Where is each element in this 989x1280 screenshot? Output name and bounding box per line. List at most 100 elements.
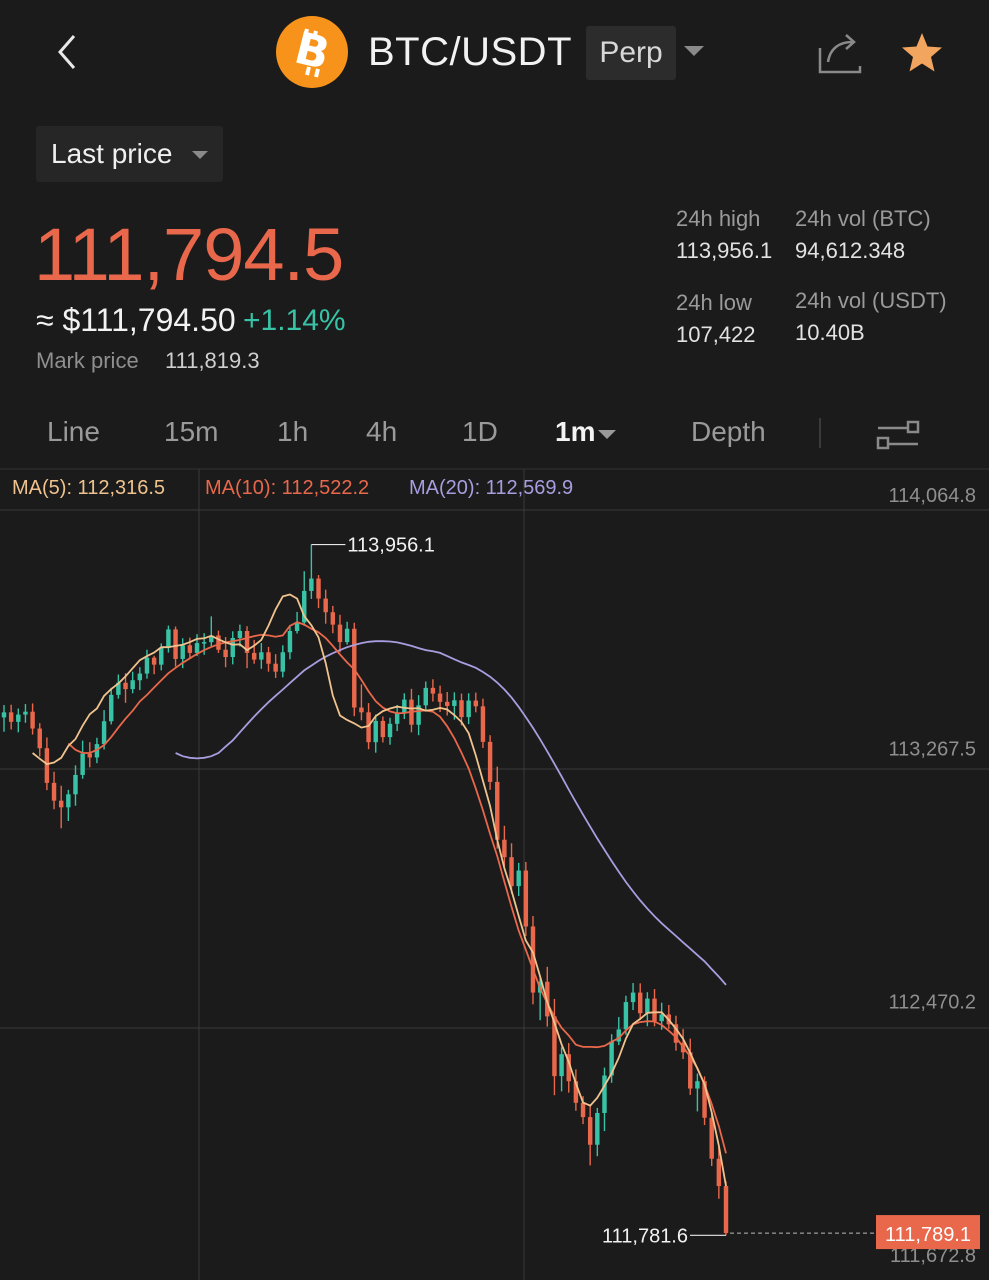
candle-body: [387, 723, 393, 738]
vol-usdt-label: 24h vol (USDT): [795, 288, 947, 313]
candle-body: [144, 657, 150, 674]
tab-4h[interactable]: 4h: [366, 416, 398, 447]
candle-body: [402, 699, 407, 713]
candle-body: [473, 700, 479, 707]
high-24h-value: 113,956.1: [676, 238, 773, 263]
candle-body: [1, 712, 7, 718]
tab-1m[interactable]: 1m: [555, 416, 596, 447]
chevron-down-icon[interactable]: [684, 46, 704, 56]
candle-body: [244, 630, 250, 653]
chart-settings-icon[interactable]: [872, 414, 924, 454]
candle-body: [566, 1054, 571, 1082]
ma5-line: [32, 593, 727, 1187]
candles-group: [1, 544, 729, 1236]
ma-lines-group: [32, 593, 727, 1187]
candle-body: [652, 998, 657, 1022]
candle-body: [137, 673, 143, 681]
y-axis-label: 113,267.5: [889, 738, 977, 760]
mark-price-value: 111,819.3: [165, 348, 260, 373]
tab-line[interactable]: Line: [47, 416, 100, 447]
bitcoin-icon: B: [276, 16, 348, 88]
candle-body: [523, 870, 529, 927]
candle-body: [51, 782, 57, 801]
candle-body: [516, 870, 521, 887]
candlestick-chart[interactable]: 114,064.8 113,267.5 112,470.2 111,672.8 113,…: [0, 466, 989, 1280]
chevron-down-icon[interactable]: [598, 430, 616, 439]
candle-body: [459, 700, 464, 718]
low-marker-label: 111,781.6: [602, 1225, 688, 1247]
y-axis-label: 112,470.2: [889, 992, 977, 1014]
ma10-line: [67, 621, 727, 1154]
candle-body: [366, 712, 371, 743]
candle-body: [166, 629, 171, 648]
candle-body: [487, 741, 493, 782]
candle-body: [552, 1016, 557, 1077]
candle-body: [101, 721, 107, 745]
candle-body: [8, 712, 14, 722]
price-type-dropdown[interactable]: Last price: [36, 126, 223, 182]
candle-body: [444, 701, 450, 706]
back-arrow-icon[interactable]: [48, 30, 88, 74]
usd-price: ≈ $111,794.50: [36, 302, 236, 338]
candle-body: [373, 720, 378, 743]
candle-body: [287, 630, 293, 653]
candle-body: [87, 753, 92, 758]
low-24h-value: 107,422: [676, 322, 756, 347]
candle-body: [452, 700, 457, 706]
candle-body: [187, 645, 193, 653]
tab-depth[interactable]: Depth: [691, 416, 766, 447]
candle-body: [659, 1014, 664, 1022]
interval-tabs: Line 15m 1h 4h 1D 1m Depth: [0, 410, 989, 460]
tab-15m[interactable]: 15m: [164, 416, 219, 447]
candle-body: [394, 712, 400, 724]
low-24h-label: 24h low: [676, 290, 752, 315]
svg-text:B: B: [290, 23, 335, 81]
candle-body: [130, 680, 135, 690]
candle-body: [416, 705, 421, 725]
candle-body: [151, 657, 157, 665]
candle-body: [466, 700, 471, 718]
candle-body: [66, 794, 71, 808]
candle-body: [645, 998, 650, 1014]
candle-body: [630, 992, 636, 1003]
candle-body: [216, 635, 221, 650]
candle-body: [223, 649, 228, 658]
candle-body: [623, 1002, 629, 1030]
candle-body: [194, 643, 200, 653]
candle-body: [559, 1054, 564, 1077]
candle-body: [323, 598, 328, 613]
candle-body: [58, 800, 64, 808]
y-axis-label: 111,672.8: [890, 1245, 976, 1267]
candle-body: [23, 711, 28, 715]
candle-body: [309, 578, 314, 591]
last-price: 111,794.5: [34, 213, 344, 296]
chart-labels-group: 114,064.8 113,267.5 112,470.2 111,672.8 113,…: [311, 485, 980, 1267]
tab-1d[interactable]: 1D: [462, 416, 498, 447]
star-icon[interactable]: [898, 30, 946, 76]
candle-body: [502, 839, 507, 858]
candle-body: [44, 748, 50, 783]
candle-body: [259, 652, 264, 660]
high-marker-label: 113,956.1: [347, 535, 435, 557]
candle-body: [573, 1081, 579, 1103]
candle-body: [330, 612, 336, 625]
candle-body: [80, 753, 85, 775]
candle-body: [316, 578, 321, 599]
tab-1h[interactable]: 1h: [277, 416, 309, 447]
candle-body: [266, 652, 271, 664]
candle-body: [159, 647, 164, 665]
candle-body: [294, 622, 300, 631]
y-axis-label: 114,064.8: [889, 485, 977, 507]
candle-body: [201, 642, 207, 644]
candle-body: [237, 630, 243, 638]
candle-body: [16, 714, 21, 722]
candle-body: [702, 1081, 707, 1118]
contract-type-badge[interactable]: Perp: [586, 26, 676, 80]
candle-body: [337, 624, 343, 643]
pair-title[interactable]: BTC/USDT: [368, 30, 572, 74]
ma10-label: MA(10): 112,522.2: [205, 477, 370, 499]
candle-body: [230, 637, 235, 658]
candle-body: [380, 720, 386, 738]
share-icon[interactable]: [814, 28, 866, 78]
candle-body: [173, 629, 178, 659]
